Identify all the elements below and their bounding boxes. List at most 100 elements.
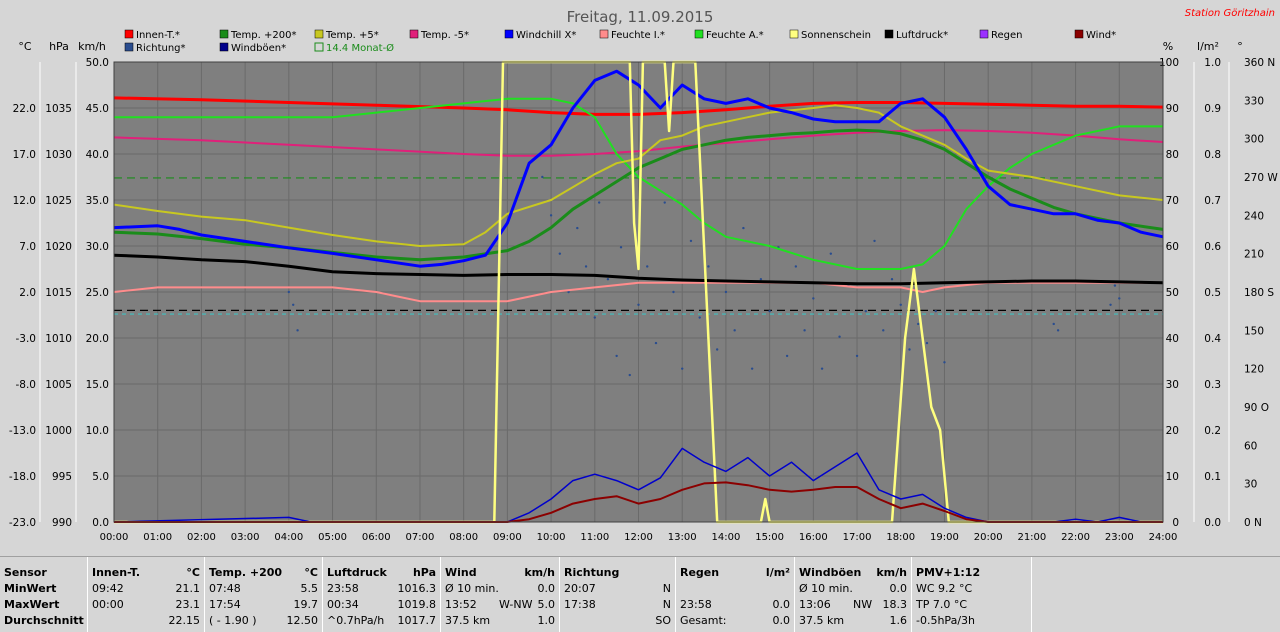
stats-column: Regen l/m² 23:58 0.0 Gesamt: 0.0 xyxy=(676,557,795,632)
stats-cell: 0.0 xyxy=(537,582,556,595)
direction-dot xyxy=(803,329,806,332)
legend-swatch xyxy=(219,42,229,52)
direction-dot xyxy=(908,348,911,351)
direction-dot xyxy=(593,316,596,319)
percent-tick-label: 100 xyxy=(1159,57,1179,69)
x-tick-label: 01:00 xyxy=(143,532,172,543)
legend-swatch xyxy=(1074,29,1084,39)
stats-cell: 13:06 xyxy=(799,598,831,611)
direction-dot xyxy=(742,226,745,230)
direction-dot xyxy=(681,367,684,370)
stats-cell: 37.5 km xyxy=(799,614,845,627)
plot-border xyxy=(113,61,1164,523)
stats-cell: ( - 1.90 ) xyxy=(209,614,257,627)
direction-dot xyxy=(873,239,876,243)
stats-cell: 37.5 km xyxy=(445,614,491,627)
direction-dot xyxy=(899,303,902,306)
stats-row: 13:52 W-NW 5.0 xyxy=(441,597,559,613)
stats-cell: 21.1 xyxy=(175,582,201,595)
direction-dot xyxy=(820,367,824,370)
stats-header-row: Richtung xyxy=(560,565,675,581)
stats-cell: Gesamt: xyxy=(680,614,727,627)
direction-dot xyxy=(1113,284,1117,287)
direction-dot xyxy=(750,367,754,370)
stats-cell: Durchschnitt xyxy=(4,614,84,627)
x-tick-label: 20:00 xyxy=(974,532,1003,543)
stats-cell: N xyxy=(662,598,671,611)
stats-cell: Ø 10 min. xyxy=(799,582,853,595)
x-tick-label: 13:00 xyxy=(668,532,697,543)
axis-unit-kmh: km/h xyxy=(78,40,106,53)
direction-dot xyxy=(558,252,562,255)
stats-cell: 19.7 xyxy=(293,598,319,611)
stats-header: Richtung xyxy=(564,566,620,579)
stats-cell: MinWert xyxy=(4,582,57,595)
series-line xyxy=(114,481,1163,523)
legend-label: Temp. +5* xyxy=(325,30,379,41)
rain-tick-label: 1.0 xyxy=(1204,57,1221,69)
direction-dot xyxy=(934,309,937,313)
stats-row: 20:07 N xyxy=(560,581,675,597)
x-tick-label: 12:00 xyxy=(624,532,653,543)
degree-tick-label: 300 xyxy=(1244,134,1264,146)
direction-dot xyxy=(615,354,618,358)
percent-tick-label: 50 xyxy=(1166,287,1179,299)
series-line xyxy=(113,96,1164,116)
stats-header-row: PMV+1:12 xyxy=(912,565,1031,581)
stats-header: Windböen xyxy=(799,566,862,579)
stats-row: 13:06 NW 18.3 xyxy=(795,597,911,613)
legend-swatch xyxy=(504,29,514,39)
stats-header-row: Sensor xyxy=(0,565,87,581)
stats-cell: 1019.8 xyxy=(397,598,437,611)
percent-tick-label: 20 xyxy=(1166,425,1179,437)
stats-header: Sensor xyxy=(4,566,47,579)
direction-dot xyxy=(768,309,771,313)
direction-dot xyxy=(654,341,658,345)
celsius-tick-label: -3.0 xyxy=(16,333,37,345)
rain-tick-label: 0.4 xyxy=(1204,333,1221,345)
kmh-tick-label: 35.0 xyxy=(86,195,109,207)
direction-dot xyxy=(606,278,610,281)
legend-swatch xyxy=(884,29,894,39)
x-tick-label: 24:00 xyxy=(1149,532,1178,543)
stats-cell: 17:38 xyxy=(564,598,596,611)
celsius-tick-label: 7.0 xyxy=(19,241,36,253)
percent-tick-label: 30 xyxy=(1166,379,1179,391)
axis-unit-rain: l/m² xyxy=(1197,40,1219,53)
stats-row: 37.5 km 1.0 xyxy=(441,613,559,629)
legend-swatch xyxy=(124,29,134,39)
hpa-tick-label: 1025 xyxy=(45,195,72,207)
hpa-tick-label: 1005 xyxy=(45,379,72,391)
axis-unit-degree: ° xyxy=(1237,40,1243,53)
legend-label: Wind* xyxy=(1086,30,1116,41)
stats-cell: 20:07 xyxy=(564,582,596,595)
kmh-tick-label: 0.0 xyxy=(92,517,109,529)
stats-header-row: Regen l/m² xyxy=(676,565,794,581)
x-tick-label: 04:00 xyxy=(274,532,303,543)
x-tick-label: 14:00 xyxy=(712,532,741,543)
direction-dot xyxy=(925,341,929,345)
rain-tick-label: 0.1 xyxy=(1204,471,1221,483)
axis-unit-celsius: °C xyxy=(18,40,32,53)
kmh-tick-label: 30.0 xyxy=(86,241,109,253)
rain-tick-label: 0.8 xyxy=(1204,149,1221,161)
x-tick-label: 17:00 xyxy=(843,532,872,543)
stats-row: 23:58 1016.3 xyxy=(323,581,440,597)
stats-header: Temp. +200 xyxy=(209,566,283,579)
direction-dot xyxy=(890,278,894,281)
stats-row: 00:34 1019.8 xyxy=(323,597,440,613)
legend-label: Windchill X* xyxy=(516,30,576,41)
rain-tick-label: 0.5 xyxy=(1204,287,1221,299)
stats-row: 09:42 21.1 xyxy=(88,581,204,597)
hpa-tick-label: 1000 xyxy=(45,425,72,437)
celsius-tick-label: 2.0 xyxy=(19,287,36,299)
series-line xyxy=(113,128,1164,262)
stats-column: Windböen km/h Ø 10 min. 0.0 13:06 NW 18.3 37.5 … xyxy=(795,557,912,632)
percent-tick-label: 60 xyxy=(1166,241,1179,253)
direction-dot xyxy=(707,265,710,268)
degree-tick-label: 30 xyxy=(1244,479,1257,491)
stats-unit: °C xyxy=(304,566,318,579)
stats-cell: 1.6 xyxy=(889,614,908,627)
stats-header-row: Innen-T. °C xyxy=(88,565,204,581)
legend-label: Regen xyxy=(991,30,1023,41)
